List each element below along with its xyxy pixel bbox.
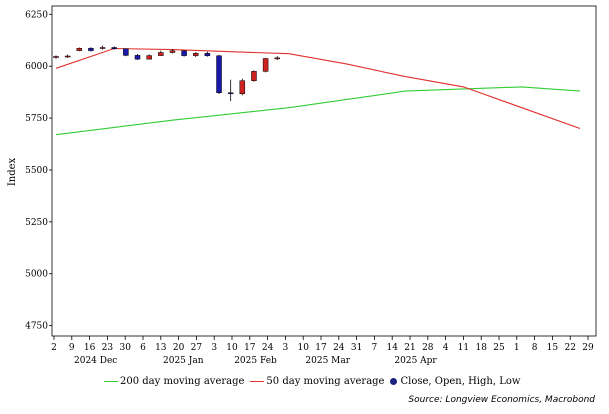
x-tick-label: 30 [119,343,131,353]
y-tick-label: 5250 [25,218,48,228]
x-month-label: 2024 Dec [74,356,117,366]
x-tick-label: 24 [333,343,345,353]
candle-body [111,47,117,50]
candles [53,45,280,102]
candle-body [99,47,106,49]
y-tick-label: 6000 [25,62,48,72]
x-tick-label: 11 [458,343,469,353]
ma50-line [55,47,581,130]
x-tick-label: 14 [386,343,398,353]
x-tick-label: 27 [191,343,203,353]
y-tick-label: 4750 [25,322,48,332]
legend-swatch-200dma [104,381,118,382]
x-month-label: 2025 Feb [234,356,277,366]
legend-label-200dma: 200 day moving average [120,376,245,387]
x-tick-label: 3 [283,343,289,353]
candle-body [262,58,269,72]
x-tick-label: 3 [211,343,217,353]
plot-border [51,5,597,337]
x-tick-label: 13 [155,343,167,353]
candle-body [227,92,234,95]
candle-body [216,55,222,94]
x-tick-label: 1 [514,343,520,353]
x-tick-label: 25 [493,343,505,353]
y-tick-label: 5500 [25,166,48,176]
legend-label-ohlc: Close, Open, High, Low [400,376,521,387]
legend-item-200dma: 200 day moving average [104,376,244,387]
candle-body [123,48,129,56]
x-tick-label: 20 [173,343,185,353]
x-tick-label: 17 [244,343,256,353]
candle-body [239,80,246,95]
moving-average-lines [55,47,581,136]
x-tick-label: 8 [532,343,538,353]
candle-body [158,52,164,56]
candle-body [76,48,83,51]
legend-swatch-50dma [250,381,265,382]
x-tick-label: 29 [582,343,594,353]
x-tick-label: 18 [475,343,487,353]
legend-label-50dma: 50 day moving average [266,376,385,387]
x-tick-label: 17 [315,343,327,353]
legend-dot-ohlc [390,378,398,385]
x-tick-label: 31 [351,343,362,353]
x-tick-label: 4 [443,343,449,353]
candle-body [134,55,141,60]
candle-body [192,53,199,56]
candle-body [64,55,71,58]
y-axis: 4750 5000 5250 5500 5750 6000 6250 [25,10,52,332]
x-tick-label: 23 [102,343,114,353]
plot-frame [51,5,597,337]
x-axis: 2 9 16 23 30 6 13 20 27 3 10 17 24 3 10 17 24 31 7 14 21 28 4 1… [51,336,594,366]
x-tick-label: 22 [564,343,575,353]
candle-body [204,53,211,57]
y-axis-label: Index [7,157,18,186]
x-tick-label: 10 [297,343,309,353]
x-tick-label: 16 [84,343,96,353]
candle-body [146,55,152,60]
legend-item-ohlc: Close, Open, High, Low [390,376,520,387]
x-tick-label: 2 [51,343,57,353]
candle-body [169,50,176,53]
candle-body [251,71,257,81]
x-tick-label: 21 [404,343,415,353]
x-tick-label: 6 [140,343,146,353]
y-tick-label: 5750 [25,114,48,124]
y-tick-label: 5000 [25,270,48,280]
candle-body [88,48,94,51]
x-month-label: 2025 Apr [394,356,437,366]
x-tick-label: 7 [372,343,378,353]
candle-body [181,50,187,56]
x-tick-label: 10 [226,343,238,353]
x-month-label: 2025 Jan [163,356,204,366]
candle-body [274,57,280,60]
ma200-line [55,86,581,136]
x-month-label: 2025 Mar [305,356,350,366]
x-tick-label: 24 [262,343,274,353]
x-tick-label: 9 [69,343,75,353]
y-tick-label: 6250 [25,10,48,20]
candle-body [53,56,59,58]
legend-item-50dma: 50 day moving average [250,376,384,387]
source-note: Source: Longview Economics, Macrobond [408,395,595,405]
x-tick-label: 28 [422,343,434,353]
legend: 200 day moving average 50 day moving ave… [104,376,526,387]
x-tick-label: 15 [547,343,559,353]
